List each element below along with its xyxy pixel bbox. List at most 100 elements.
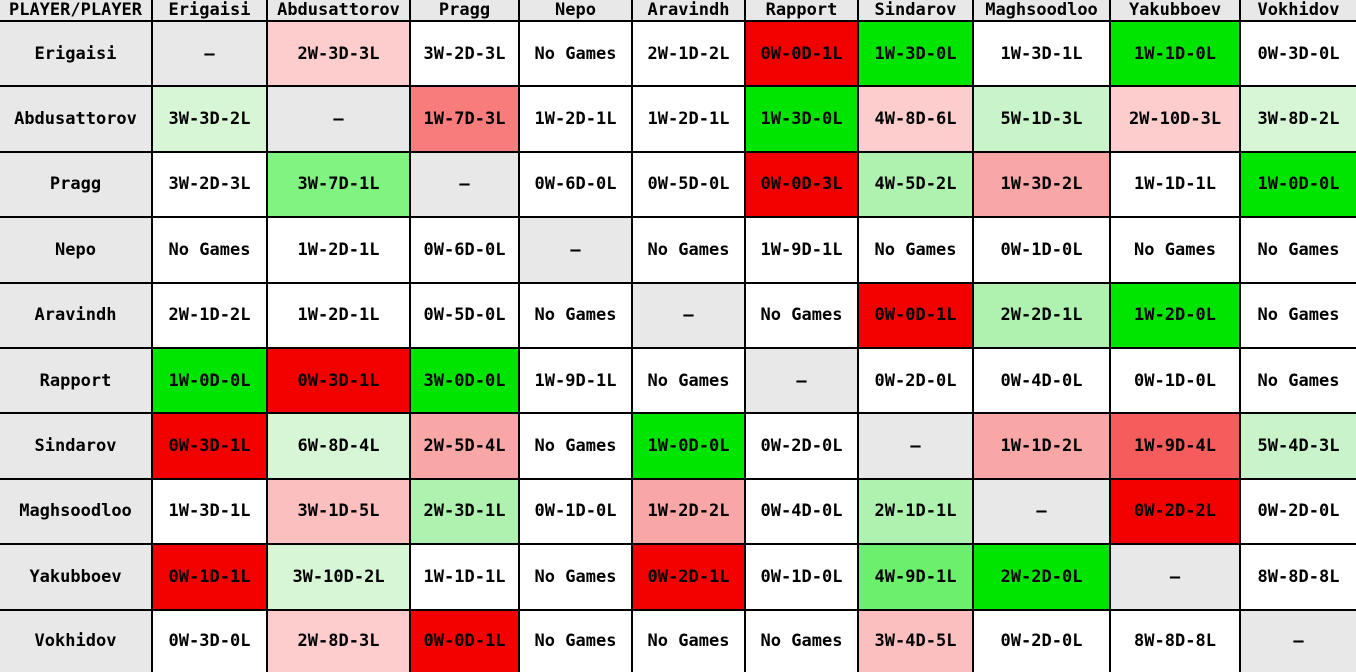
- row-header-yakubboev: Yakubboev: [0, 543, 153, 611]
- cell-yakubboev-vs-rapport: 0W-1D-0L: [744, 543, 859, 611]
- row-header-abdusattorov: Abdusattorov: [0, 85, 153, 153]
- cell-maghsoodloo-vs-maghsoodloo: –: [972, 477, 1111, 546]
- cell-abdusattorov-vs-maghsoodloo: 5W-1D-3L: [972, 85, 1111, 153]
- table-row-erigaisi: Erigaisi –2W-3D-3L 3W-2D-3L No Games 2W-1D-2…: [0, 19, 1356, 88]
- cell-erigaisi-vs-aravindh: 2W-1D-2L: [631, 19, 746, 88]
- cell-rapport-vs-rapport: –: [744, 346, 859, 415]
- cell-pragg-vs-yakubboev: 1W-1D-1L: [1109, 150, 1241, 219]
- cell-sindarov-vs-erigaisi: 0W-3D-1L: [151, 412, 268, 480]
- table-header: PLAYER/PLAYER Erigaisi Abdusattorov Pragg N…: [0, 0, 1356, 22]
- cell-vokhidov-vs-sindarov: 3W-4D-5L: [857, 608, 974, 672]
- cell-rapport-vs-abdusattorov: 0W-3D-1L: [266, 346, 411, 415]
- column-header-nepo: Nepo: [518, 0, 633, 22]
- table-row-sindarov: Sindarov 0W-3D-1L 6W-8D-4L 2W-5D-4L No Games…: [0, 412, 1356, 480]
- cell-yakubboev-vs-sindarov: 4W-9D-1L: [857, 543, 974, 611]
- cell-aravindh-vs-nepo: No Games: [518, 281, 633, 349]
- cell-erigaisi-vs-maghsoodloo: 1W-3D-1L: [972, 19, 1111, 88]
- cell-sindarov-vs-vokhidov: 5W-4D-3L: [1239, 412, 1356, 480]
- cell-aravindh-vs-maghsoodloo: 2W-2D-1L: [972, 281, 1111, 349]
- table-row-rapport: Rapport 1W-0D-0L 0W-3D-1L 3W-0D-0L 1W-9D-1L N…: [0, 346, 1356, 415]
- column-header-erigaisi: Erigaisi: [151, 0, 268, 22]
- row-header-rapport: Rapport: [0, 346, 153, 415]
- cell-erigaisi-vs-nepo: No Games: [518, 19, 633, 88]
- cell-vokhidov-vs-vokhidov: –: [1239, 608, 1356, 672]
- cell-pragg-vs-pragg: –: [409, 150, 520, 219]
- cell-abdusattorov-vs-pragg: 1W-7D-3L: [409, 85, 520, 153]
- cell-maghsoodloo-vs-erigaisi: 1W-3D-1L: [151, 477, 268, 546]
- cell-sindarov-vs-abdusattorov: 6W-8D-4L: [266, 412, 411, 480]
- table-row-vokhidov: Vokhidov 0W-3D-0L 2W-8D-3L 0W-0D-1L No Games…: [0, 608, 1356, 672]
- column-header-maghsoodloo: Maghsoodloo: [972, 0, 1111, 22]
- cell-rapport-vs-vokhidov: No Games: [1239, 346, 1356, 415]
- cell-nepo-vs-maghsoodloo: 0W-1D-0L: [972, 216, 1111, 284]
- cell-aravindh-vs-erigaisi: 2W-1D-2L: [151, 281, 268, 349]
- cell-pragg-vs-nepo: 0W-6D-0L: [518, 150, 633, 219]
- cell-rapport-vs-maghsoodloo: 0W-4D-0L: [972, 346, 1111, 415]
- cell-abdusattorov-vs-erigaisi: 3W-3D-2L: [151, 85, 268, 153]
- cell-abdusattorov-vs-nepo: 1W-2D-1L: [518, 85, 633, 153]
- cell-yakubboev-vs-aravindh: 0W-2D-1L: [631, 543, 746, 611]
- cell-pragg-vs-vokhidov: 1W-0D-0L: [1239, 150, 1356, 219]
- cell-pragg-vs-sindarov: 4W-5D-2L: [857, 150, 974, 219]
- cell-vokhidov-vs-maghsoodloo: 0W-2D-0L: [972, 608, 1111, 672]
- row-header-vokhidov: Vokhidov: [0, 608, 153, 672]
- table-row-nepo: Nepo No Games 1W-2D-1L 0W-6D-0L – No Games 1W-…: [0, 216, 1356, 284]
- column-header-aravindh: Aravindh: [631, 0, 746, 22]
- cell-yakubboev-vs-vokhidov: 8W-8D-8L: [1239, 543, 1356, 611]
- cell-pragg-vs-aravindh: 0W-5D-0L: [631, 150, 746, 219]
- cell-maghsoodloo-vs-nepo: 0W-1D-0L: [518, 477, 633, 546]
- cell-maghsoodloo-vs-aravindh: 1W-2D-2L: [631, 477, 746, 546]
- cell-aravindh-vs-aravindh: –: [631, 281, 746, 349]
- cell-erigaisi-vs-rapport: 0W-0D-1L: [744, 19, 859, 88]
- cell-pragg-vs-erigaisi: 3W-2D-3L: [151, 150, 268, 219]
- cell-abdusattorov-vs-vokhidov: 3W-8D-2L: [1239, 85, 1356, 153]
- cell-abdusattorov-vs-yakubboev: 2W-10D-3L: [1109, 85, 1241, 153]
- cell-erigaisi-vs-vokhidov: 0W-3D-0L: [1239, 19, 1356, 88]
- cell-rapport-vs-aravindh: No Games: [631, 346, 746, 415]
- cell-yakubboev-vs-maghsoodloo: 2W-2D-0L: [972, 543, 1111, 611]
- cell-erigaisi-vs-abdusattorov: 2W-3D-3L: [266, 19, 411, 88]
- cell-yakubboev-vs-yakubboev: –: [1109, 543, 1241, 611]
- cell-nepo-vs-rapport: 1W-9D-1L: [744, 216, 859, 284]
- cell-erigaisi-vs-pragg: 3W-2D-3L: [409, 19, 520, 88]
- cell-abdusattorov-vs-aravindh: 1W-2D-1L: [631, 85, 746, 153]
- table-row-abdusattorov: Abdusattorov 3W-3D-2L –1W-7D-3L 1W-2D-1L 1W-…: [0, 85, 1356, 153]
- table-row-aravindh: Aravindh 2W-1D-2L 1W-2D-1L 0W-5D-0L No Games…: [0, 281, 1356, 349]
- cell-nepo-vs-abdusattorov: 1W-2D-1L: [266, 216, 411, 284]
- cell-rapport-vs-sindarov: 0W-2D-0L: [857, 346, 974, 415]
- row-header-nepo: Nepo: [0, 216, 153, 284]
- cell-erigaisi-vs-yakubboev: 1W-1D-0L: [1109, 19, 1241, 88]
- cell-aravindh-vs-pragg: 0W-5D-0L: [409, 281, 520, 349]
- cell-pragg-vs-rapport: 0W-0D-3L: [744, 150, 859, 219]
- table-row-yakubboev: Yakubboev 0W-1D-1L 3W-10D-2L 1W-1D-1L No Gam…: [0, 543, 1356, 611]
- row-header-aravindh: Aravindh: [0, 281, 153, 349]
- cell-aravindh-vs-rapport: No Games: [744, 281, 859, 349]
- column-header-vokhidov: Vokhidov: [1239, 0, 1356, 22]
- row-header-erigaisi: Erigaisi: [0, 19, 153, 88]
- column-header-yakubboev: Yakubboev: [1109, 0, 1241, 22]
- cell-rapport-vs-erigaisi: 1W-0D-0L: [151, 346, 268, 415]
- cell-maghsoodloo-vs-abdusattorov: 3W-1D-5L: [266, 477, 411, 546]
- cell-sindarov-vs-maghsoodloo: 1W-1D-2L: [972, 412, 1111, 480]
- cell-vokhidov-vs-abdusattorov: 2W-8D-3L: [266, 608, 411, 672]
- cell-pragg-vs-abdusattorov: 3W-7D-1L: [266, 150, 411, 219]
- cell-yakubboev-vs-pragg: 1W-1D-1L: [409, 543, 520, 611]
- cell-vokhidov-vs-rapport: No Games: [744, 608, 859, 672]
- cell-aravindh-vs-yakubboev: 1W-2D-0L: [1109, 281, 1241, 349]
- row-header-maghsoodloo: Maghsoodloo: [0, 477, 153, 546]
- cell-nepo-vs-nepo: –: [518, 216, 633, 284]
- cell-nepo-vs-aravindh: No Games: [631, 216, 746, 284]
- cell-rapport-vs-nepo: 1W-9D-1L: [518, 346, 633, 415]
- cell-nepo-vs-yakubboev: No Games: [1109, 216, 1241, 284]
- table-body: Erigaisi –2W-3D-3L 3W-2D-3L No Games 2W-1D-2…: [0, 19, 1356, 672]
- cell-yakubboev-vs-abdusattorov: 3W-10D-2L: [266, 543, 411, 611]
- header-row: PLAYER/PLAYER Erigaisi Abdusattorov Pragg N…: [0, 0, 1356, 22]
- cell-erigaisi-vs-sindarov: 1W-3D-0L: [857, 19, 974, 88]
- column-header-rapport: Rapport: [744, 0, 859, 22]
- cell-nepo-vs-erigaisi: No Games: [151, 216, 268, 284]
- cell-maghsoodloo-vs-sindarov: 2W-1D-1L: [857, 477, 974, 546]
- cell-aravindh-vs-vokhidov: No Games: [1239, 281, 1356, 349]
- cell-sindarov-vs-rapport: 0W-2D-0L: [744, 412, 859, 480]
- cell-vokhidov-vs-erigaisi: 0W-3D-0L: [151, 608, 268, 672]
- cell-yakubboev-vs-nepo: No Games: [518, 543, 633, 611]
